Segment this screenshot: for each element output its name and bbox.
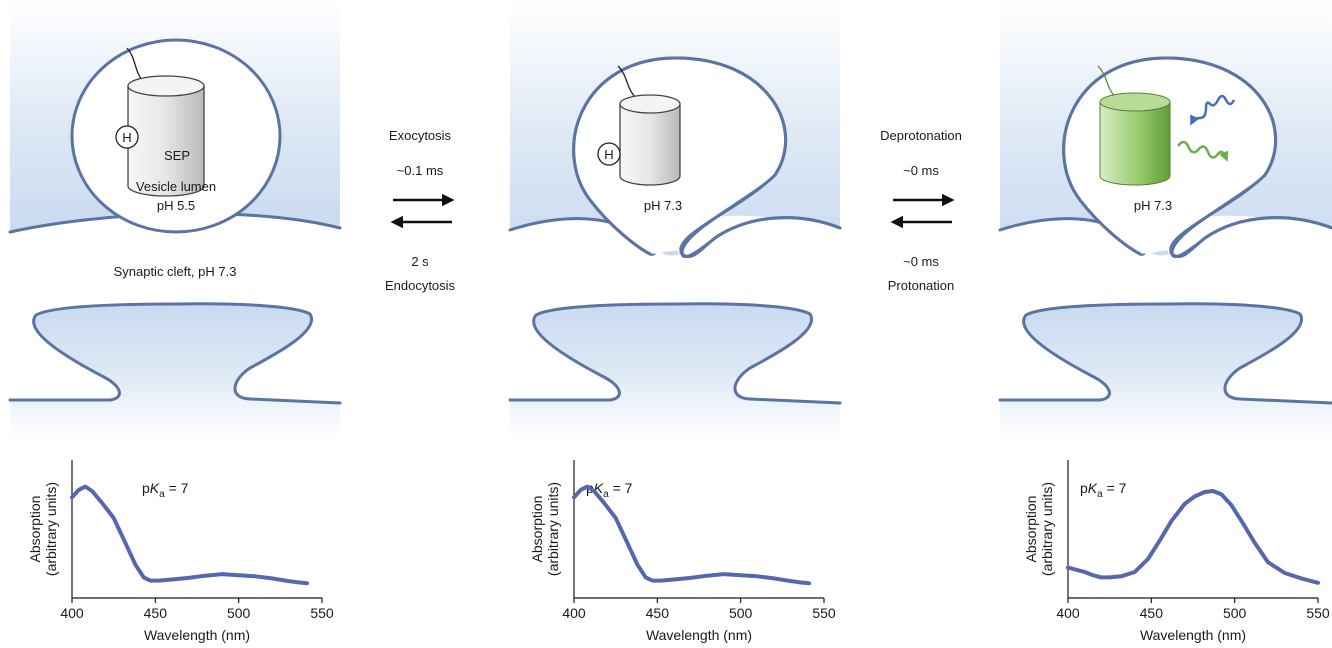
postsynaptic-spine [510,303,840,438]
lumen-ph-label: pH 5.5 [157,198,195,213]
proton-icon: H [115,125,139,149]
transition-exocytosis: Exocytosis ~0.1 ms 2 s Endocytosis [385,128,456,293]
y-axis-label: (arbitrary units) [545,482,561,576]
lumen-ph-label: pH 7.3 [1134,198,1172,213]
x-tick-label: 500 [1223,605,1247,621]
panel-fused-protonated: H pH 7.3 [508,0,842,438]
x-tick-label: 550 [812,605,836,621]
sep-label: SEP [164,148,190,163]
transition-deprotonation: Deprotonation ~0 ms ~0 ms Protonation [880,128,962,293]
x-tick-label: 400 [562,605,586,621]
panel-fused-deprotonated: pH 7.3 [998,0,1332,438]
absorption-series-line [1066,489,1320,585]
pka-annotation: pKa = 7 [142,480,189,500]
y-axis-label: Absorption [529,496,545,563]
y-axis-label: (arbitrary units) [43,482,59,576]
pka-annotation: pKa = 7 [1080,480,1127,500]
protonation-label: Protonation [888,278,955,293]
x-tick-label: 500 [729,605,753,621]
x-tick-label: 450 [646,605,670,621]
cleft-label: Synaptic cleft, pH 7.3 [114,264,237,279]
x-tick-label: 500 [227,605,251,621]
y-axis-label: Absorption [27,496,43,563]
emission-wave-icon [1177,140,1229,162]
proton-label: H [604,147,613,162]
x-tick-label: 450 [1140,605,1164,621]
exocytosis-label: Exocytosis [389,128,452,143]
excitation-wave-icon [1192,94,1236,122]
lumen-ph-label: pH 7.3 [644,198,682,213]
x-tick-label: 400 [60,605,84,621]
tether-icon [617,65,637,99]
x-axis-label: Wavelength (nm) [1140,627,1246,643]
presynaptic-terminal [1000,0,1332,256]
absorption-series-line [70,484,309,586]
deprotonation-label: Deprotonation [880,128,962,143]
x-tick-label: 550 [310,605,334,621]
presynaptic-terminal [510,0,840,256]
postsynaptic-membrane [508,302,842,405]
proton-label: H [122,130,131,145]
endocytosis-label: Endocytosis [385,278,456,293]
sep-barrel-icon [1099,92,1171,186]
proton-icon: H [597,142,621,166]
postsynaptic-membrane [8,302,342,405]
absorption-chart: 400 450 500 550 Wavelength (nm) Absorption (ar… [1023,460,1330,643]
absorption-chart: 400 450 500 550 Wavelength (nm) Absorption (ar… [529,460,836,643]
protonation-time: ~0 ms [903,254,939,269]
endocytosis-time: 2 s [411,254,429,269]
exocytosis-time: ~0.1 ms [397,163,444,178]
sep-barrel-icon [127,75,205,197]
absorption-chart: 400 450 500 550 Wavelength (nm) Absorption (ar… [27,460,334,643]
y-axis-label: Absorption [1023,496,1039,563]
sep-barrel-icon [619,94,681,186]
postsynaptic-spine [10,303,340,438]
postsynaptic-membrane [998,302,1332,405]
panel-resting: SEP H Vesicle lumen pH 5.5 Synaptic clef… [8,0,342,438]
x-tick-label: 450 [144,605,168,621]
deprotonation-time: ~0 ms [903,163,939,178]
y-axis-label: (arbitrary units) [1039,482,1055,576]
x-axis-label: Wavelength (nm) [646,627,752,643]
x-tick-label: 400 [1056,605,1080,621]
postsynaptic-spine [1000,303,1332,438]
x-axis-label: Wavelength (nm) [144,627,250,643]
x-tick-label: 550 [1306,605,1330,621]
absorption-series-line [572,484,811,586]
lumen-label: Vesicle lumen [136,179,216,194]
